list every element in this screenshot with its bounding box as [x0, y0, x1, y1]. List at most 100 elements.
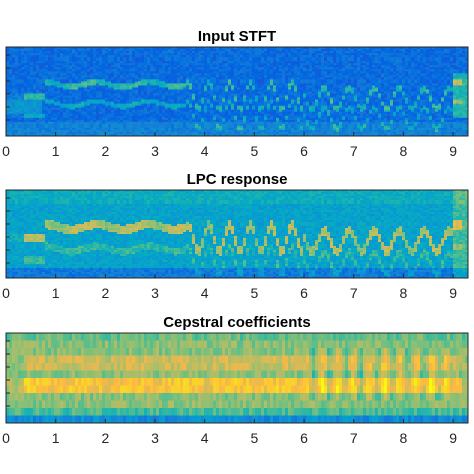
heatmap-cell	[327, 95, 331, 99]
heatmap-cell	[21, 133, 25, 136]
heatmap-cell	[207, 59, 211, 62]
heatmap-cell	[171, 101, 175, 105]
heatmap-cell	[102, 127, 106, 131]
heatmap-cell	[285, 103, 289, 107]
heatmap-cell	[123, 113, 127, 117]
heatmap-cell	[195, 105, 199, 109]
heatmap-cell	[267, 129, 271, 133]
heatmap-cell	[192, 75, 196, 78]
heatmap-cell	[126, 93, 130, 97]
heatmap-cell	[225, 51, 229, 54]
heatmap-cell	[210, 55, 214, 58]
heatmap-cell	[285, 77, 289, 80]
heatmap-cell	[42, 77, 46, 80]
heatmap-cell	[288, 117, 292, 121]
heatmap-cell	[270, 133, 274, 136]
heatmap-cell	[123, 97, 127, 101]
heatmap-cell	[198, 47, 202, 50]
heatmap-cell	[45, 63, 49, 66]
heatmap-cell	[15, 97, 19, 101]
heatmap-cell	[234, 87, 238, 91]
heatmap-cell	[288, 113, 292, 117]
heatmap-cell	[309, 47, 313, 50]
heatmap-cell	[234, 107, 238, 111]
heatmap-cell	[135, 91, 139, 95]
heatmap-cell	[90, 129, 94, 133]
heatmap-cell	[297, 57, 301, 60]
heatmap-cell	[63, 75, 67, 78]
heatmap-cell	[96, 49, 100, 52]
heatmap-cell	[288, 121, 292, 125]
heatmap-cell	[243, 79, 247, 82]
heatmap-cell	[9, 95, 13, 99]
heatmap-cell	[18, 121, 22, 125]
heatmap-cell	[12, 111, 16, 115]
heatmap-cell	[81, 63, 85, 66]
heatmap-cell	[240, 99, 244, 103]
heatmap-cell	[171, 47, 175, 50]
heatmap-cell	[189, 111, 193, 115]
heatmap-cell	[291, 83, 295, 87]
heatmap-cell	[333, 125, 337, 129]
heatmap-cell	[216, 71, 220, 74]
heatmap-cell	[183, 77, 187, 80]
heatmap-cell	[279, 75, 283, 78]
heatmap-cell	[201, 95, 205, 99]
heatmap-cell	[114, 67, 118, 70]
heatmap-cell	[66, 49, 70, 52]
heatmap-cell	[123, 129, 127, 133]
heatmap-cell	[24, 103, 28, 107]
heatmap-cell	[156, 119, 160, 123]
heatmap-cell	[39, 63, 43, 66]
heatmap-cell	[51, 97, 55, 101]
heatmap-cell	[30, 61, 34, 64]
heatmap-cell	[291, 121, 295, 125]
heatmap-cell	[117, 111, 121, 115]
heatmap-cell	[189, 95, 193, 99]
heatmap-cell	[6, 85, 10, 89]
heatmap-cell	[339, 109, 343, 113]
heatmap-cell	[174, 113, 178, 117]
heatmap-cell	[147, 75, 151, 78]
heatmap-cell	[285, 101, 289, 105]
heatmap-cell	[42, 57, 46, 60]
heatmap-cell	[342, 47, 346, 50]
heatmap-cell	[138, 121, 142, 125]
heatmap-cell	[339, 113, 343, 117]
heatmap-cell	[285, 131, 289, 135]
heatmap-cell	[174, 85, 178, 89]
heatmap-cell	[150, 47, 154, 50]
heatmap-cell	[270, 129, 274, 133]
heatmap-cell	[99, 85, 103, 89]
heatmap-cell	[342, 55, 346, 58]
heatmap-cell	[255, 113, 259, 117]
heatmap-cell	[318, 115, 322, 119]
heatmap-cell	[228, 107, 232, 111]
heatmap-cell	[24, 73, 28, 76]
heatmap-cell	[285, 129, 289, 133]
heatmap-cell	[198, 79, 202, 82]
heatmap-cell	[162, 103, 166, 107]
heatmap-cell	[183, 123, 187, 127]
heatmap-cell	[342, 87, 346, 91]
heatmap-cell	[123, 65, 127, 68]
heatmap-cell	[12, 49, 16, 52]
heatmap-cell	[9, 97, 13, 101]
heatmap-cell	[231, 47, 235, 50]
heatmap-cell	[183, 75, 187, 78]
heatmap-cell	[150, 87, 154, 91]
heatmap-cell	[123, 77, 127, 80]
heatmap-cell	[231, 89, 235, 93]
heatmap-cell	[198, 55, 202, 58]
heatmap-cell	[162, 95, 166, 99]
heatmap-cell	[129, 91, 133, 95]
heatmap-cell	[87, 65, 91, 68]
heatmap-cell	[30, 87, 34, 91]
heatmap-cell	[156, 129, 160, 133]
heatmap-cell	[48, 53, 52, 56]
heatmap-cell	[315, 101, 319, 105]
heatmap-cell	[54, 71, 58, 74]
heatmap-cell	[342, 113, 346, 117]
heatmap-cell	[330, 55, 334, 58]
heatmap-cell	[294, 51, 298, 54]
